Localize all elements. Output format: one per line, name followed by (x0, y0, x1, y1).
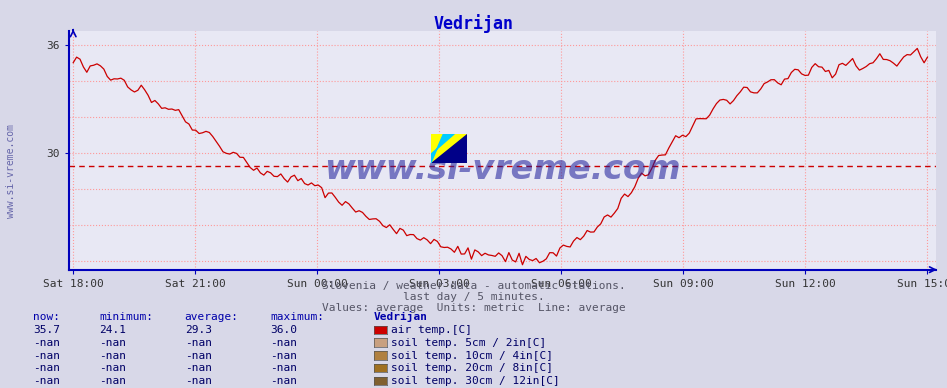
Text: -nan: -nan (33, 338, 61, 348)
Polygon shape (431, 134, 467, 163)
Text: -nan: -nan (270, 376, 297, 386)
Text: -nan: -nan (185, 376, 212, 386)
Text: air temp.[C]: air temp.[C] (391, 325, 473, 335)
Text: 29.3: 29.3 (185, 325, 212, 335)
Text: -nan: -nan (270, 350, 297, 360)
Text: now:: now: (33, 312, 61, 322)
Text: maximum:: maximum: (270, 312, 324, 322)
Text: -nan: -nan (99, 376, 127, 386)
Text: -nan: -nan (185, 363, 212, 373)
Text: -nan: -nan (99, 338, 127, 348)
Text: -nan: -nan (33, 363, 61, 373)
Text: soil temp. 10cm / 4in[C]: soil temp. 10cm / 4in[C] (391, 350, 553, 360)
Text: www.si-vreme.com: www.si-vreme.com (324, 153, 681, 186)
Text: -nan: -nan (99, 350, 127, 360)
Text: -nan: -nan (270, 338, 297, 348)
Text: average:: average: (185, 312, 239, 322)
Polygon shape (431, 134, 467, 163)
Text: -nan: -nan (185, 350, 212, 360)
Text: Values: average  Units: metric  Line: average: Values: average Units: metric Line: aver… (322, 303, 625, 313)
Text: soil temp. 20cm / 8in[C]: soil temp. 20cm / 8in[C] (391, 363, 553, 373)
Text: 35.7: 35.7 (33, 325, 61, 335)
Text: www.si-vreme.com: www.si-vreme.com (7, 124, 16, 218)
Text: -nan: -nan (270, 363, 297, 373)
Text: soil temp. 5cm / 2in[C]: soil temp. 5cm / 2in[C] (391, 338, 546, 348)
Text: 24.1: 24.1 (99, 325, 127, 335)
Text: -nan: -nan (33, 350, 61, 360)
Text: Vedrijan: Vedrijan (374, 311, 428, 322)
Text: last day / 5 minutes.: last day / 5 minutes. (402, 292, 545, 302)
Text: Vedrijan: Vedrijan (434, 14, 513, 33)
Text: Slovenia / weather data - automatic stations.: Slovenia / weather data - automatic stat… (322, 281, 625, 291)
Polygon shape (431, 134, 455, 163)
Text: -nan: -nan (33, 376, 61, 386)
Text: soil temp. 30cm / 12in[C]: soil temp. 30cm / 12in[C] (391, 376, 560, 386)
Text: 36.0: 36.0 (270, 325, 297, 335)
Text: minimum:: minimum: (99, 312, 153, 322)
Text: -nan: -nan (99, 363, 127, 373)
Text: -nan: -nan (185, 338, 212, 348)
